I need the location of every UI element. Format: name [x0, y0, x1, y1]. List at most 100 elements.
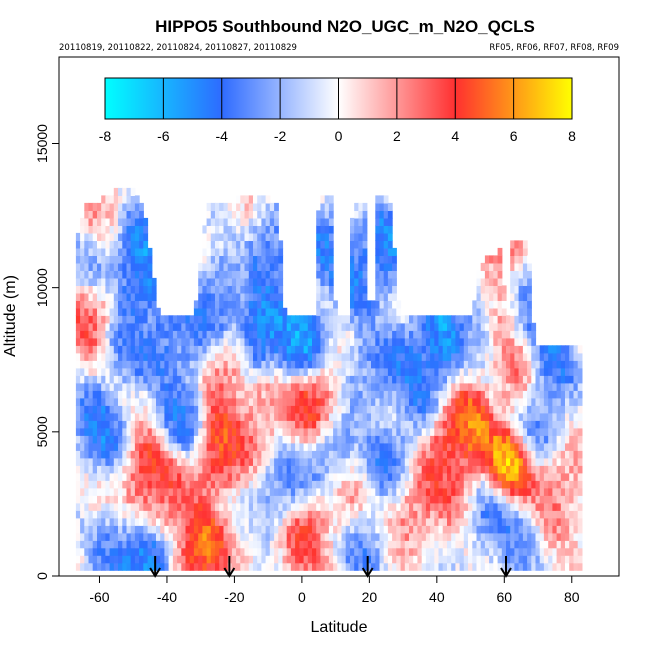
heatmap-cell [480, 442, 486, 451]
heatmap-cell [337, 367, 343, 376]
heatmap-cell [430, 337, 435, 346]
heatmap-cell [160, 330, 165, 339]
heatmap-cell [151, 510, 157, 519]
heatmap-cell [172, 367, 178, 376]
heatmap-cell [269, 345, 275, 354]
heatmap-cell [274, 375, 279, 384]
heatmap-cell [88, 307, 94, 316]
heatmap-cell [548, 532, 553, 541]
heatmap-cell [274, 225, 279, 234]
heatmap-cell [307, 562, 313, 571]
heatmap-cell [231, 450, 237, 459]
chart-title: HIPPO5 Southbound N2O_UGC_m_N2O_QCLS [155, 17, 535, 36]
heatmap-cell [506, 532, 511, 541]
heatmap-cell [130, 427, 136, 436]
heatmap-cell [324, 427, 330, 436]
heatmap-cell [257, 555, 262, 564]
heatmap-cell [130, 202, 136, 211]
heatmap-cell [219, 435, 224, 444]
heatmap-cell [198, 457, 203, 466]
heatmap-cell [324, 247, 330, 256]
heatmap-cell [484, 472, 490, 481]
heatmap-cell [290, 472, 296, 481]
heatmap-cell [480, 277, 486, 286]
heatmap-cell [189, 450, 195, 459]
heatmap-cell [122, 517, 128, 526]
heatmap-cell [350, 360, 355, 369]
heatmap-cell [231, 457, 237, 466]
heatmap-cell [409, 315, 414, 324]
heatmap-cell [156, 495, 161, 504]
heatmap-cell [156, 307, 161, 316]
heatmap-cell [417, 375, 423, 384]
heatmap-cell [548, 487, 553, 496]
heatmap-cell [113, 555, 119, 564]
heatmap-cell [531, 412, 537, 421]
heatmap-cell [139, 435, 144, 444]
heatmap-cell [274, 420, 279, 429]
heatmap-cell [447, 472, 452, 481]
heatmap-cell [206, 547, 212, 556]
heatmap-cell [358, 240, 364, 249]
heatmap-cell [383, 345, 389, 354]
heatmap-cell [387, 232, 393, 241]
heatmap-cell [484, 255, 490, 264]
heatmap-cell [101, 532, 106, 541]
heatmap-cell [404, 337, 410, 346]
heatmap-cell [569, 502, 574, 511]
heatmap-cell [404, 352, 410, 361]
heatmap-cell [312, 397, 317, 406]
heatmap-cell [295, 420, 300, 429]
heatmap-cell [101, 510, 106, 519]
heatmap-cell [236, 367, 241, 376]
heatmap-cell [185, 420, 191, 429]
heatmap-cell [312, 420, 317, 429]
heatmap-cell [392, 337, 397, 346]
heatmap-cell [522, 457, 528, 466]
heatmap-cell [202, 397, 208, 406]
heatmap-cell [244, 525, 250, 534]
heatmap-cell [447, 375, 452, 384]
heatmap-cell [565, 480, 570, 489]
heatmap-cell [147, 547, 153, 556]
heatmap-cell [392, 562, 397, 571]
heatmap-cell [105, 562, 111, 571]
heatmap-cell [366, 360, 372, 369]
heatmap-cell [231, 382, 237, 391]
heatmap-cell [248, 337, 254, 346]
heatmap-cell [130, 390, 136, 399]
heatmap-cell [269, 277, 275, 286]
heatmap-cell [476, 450, 482, 459]
heatmap-cell [113, 292, 119, 301]
heatmap-cell [560, 487, 566, 496]
heatmap-cell [206, 397, 212, 406]
heatmap-cell [88, 517, 94, 526]
heatmap-cell [455, 510, 461, 519]
heatmap-cell [430, 532, 435, 541]
heatmap-cell [105, 217, 111, 226]
heatmap-cell [506, 420, 511, 429]
heatmap-cell [484, 435, 490, 444]
heatmap-cell [560, 555, 566, 564]
heatmap-cell [248, 547, 254, 556]
heatmap-cell [354, 225, 359, 234]
heatmap-cell [497, 367, 503, 376]
heatmap-cell [383, 262, 389, 271]
heatmap-cell [143, 270, 149, 279]
heatmap-cell [278, 360, 284, 369]
heatmap-cell [134, 195, 140, 204]
heatmap-cell [350, 532, 355, 541]
heatmap-cell [151, 397, 157, 406]
heatmap-cell [438, 352, 444, 361]
heatmap-cell [253, 390, 258, 399]
heatmap-cell [177, 472, 182, 481]
heatmap-cell [307, 390, 313, 399]
heatmap-cell [185, 510, 191, 519]
heatmap-cell [430, 457, 435, 466]
heatmap-cell [569, 420, 574, 429]
heatmap-cell [442, 435, 448, 444]
heatmap-cell [333, 502, 338, 511]
heatmap-cell [463, 412, 469, 421]
heatmap-cell [510, 465, 515, 474]
heatmap-cell [366, 495, 372, 504]
